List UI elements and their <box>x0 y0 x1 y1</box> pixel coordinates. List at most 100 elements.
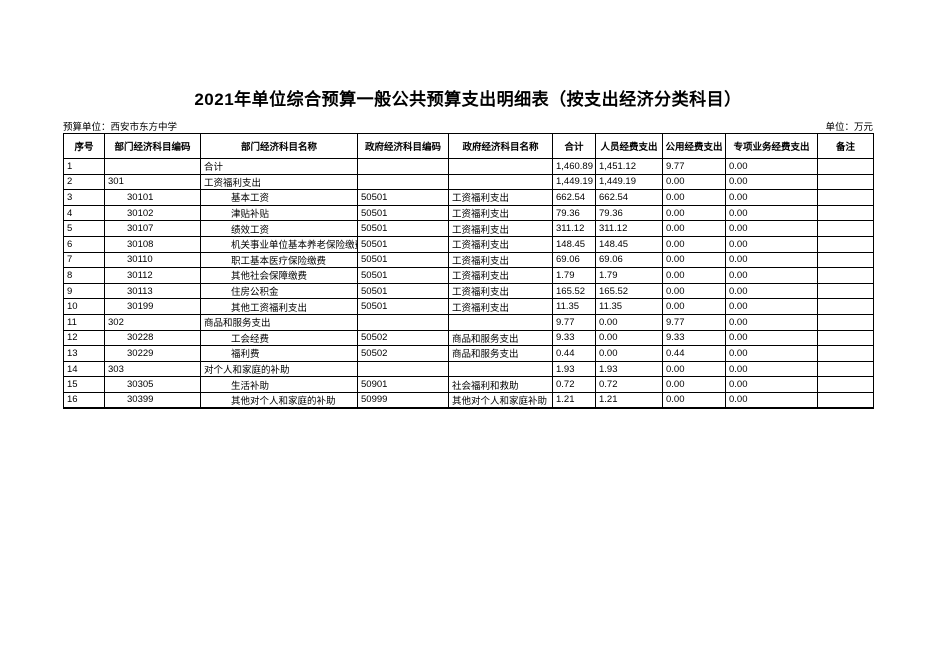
cell-seq: 11 <box>63 313 105 331</box>
cell-special: 0.00 <box>725 313 818 331</box>
table-row: 9 30113 住房公积金 50501 工资福利支出 165.52 165.52… <box>63 282 874 300</box>
cell-gov-name <box>448 313 553 331</box>
cell-gov-name: 工资福利支出 <box>448 251 553 269</box>
table-row: 5 30107 绩效工资 50501 工资福利支出 311.12 311.12 … <box>63 220 874 237</box>
cell-gov-name: 工资福利支出 <box>448 267 553 284</box>
cell-gov-code <box>357 173 449 191</box>
cell-seq: 3 <box>63 189 105 206</box>
table-row: 8 30112 其他社会保障缴费 50501 工资福利支出 1.79 1.79 … <box>63 267 874 284</box>
table-row: 14 303 对个人和家庭的补助 1.93 1.93 0.00 0.00 <box>63 360 874 378</box>
cell-gov-name: 工资福利支出 <box>448 204 553 222</box>
cell-personnel: 0.00 <box>595 313 663 331</box>
cell-dept-code: 30107 <box>104 220 201 237</box>
cell-personnel: 0.00 <box>595 329 663 347</box>
cell-seq: 16 <box>63 391 105 409</box>
cell-gov-name: 工资福利支出 <box>448 220 553 237</box>
cell-gov-name: 其他对个人和家庭补助 <box>448 391 553 409</box>
cell-dept-name: 机关事业单位基本养老保险缴费 <box>200 235 358 253</box>
cell-personnel: 1,449.19 <box>595 173 663 191</box>
column-header: 部门经济科目编码 <box>104 133 201 159</box>
cell-dept-name: 工资福利支出 <box>200 173 358 191</box>
cell-total: 165.52 <box>552 282 596 300</box>
cell-gov-code: 50501 <box>357 235 449 253</box>
cell-personnel: 1.21 <box>595 391 663 409</box>
cell-total: 0.44 <box>552 345 596 362</box>
cell-dept-code: 30108 <box>104 235 201 253</box>
cell-personnel: 69.06 <box>595 251 663 269</box>
table-row: 12 30228 工会经费 50502 商品和服务支出 9.33 0.00 9.… <box>63 329 874 347</box>
cell-gov-name <box>448 173 553 191</box>
cell-seq: 2 <box>63 173 105 191</box>
cell-gov-name: 工资福利支出 <box>448 298 553 315</box>
cell-total: 311.12 <box>552 220 596 237</box>
cell-special: 0.00 <box>725 329 818 347</box>
cell-dept-code: 30305 <box>104 376 201 393</box>
cell-special: 0.00 <box>725 235 818 253</box>
cell-personnel: 1,451.12 <box>595 158 663 175</box>
cell-public: 0.00 <box>662 189 726 206</box>
cell-public: 9.77 <box>662 313 726 331</box>
cell-remark <box>817 204 874 222</box>
cell-gov-code: 50501 <box>357 298 449 315</box>
column-header: 备注 <box>817 133 874 159</box>
cell-dept-code: 30110 <box>104 251 201 269</box>
cell-dept-name: 住房公积金 <box>200 282 358 300</box>
column-header: 合计 <box>552 133 596 159</box>
cell-dept-code: 30113 <box>104 282 201 300</box>
cell-remark <box>817 158 874 175</box>
cell-dept-code: 30112 <box>104 267 201 284</box>
column-header: 序号 <box>63 133 105 159</box>
cell-personnel: 79.36 <box>595 204 663 222</box>
cell-gov-name <box>448 158 553 175</box>
column-header: 部门经济科目名称 <box>200 133 358 159</box>
table-row: 7 30110 职工基本医疗保险缴费 50501 工资福利支出 69.06 69… <box>63 251 874 269</box>
table-row: 1 合计 1,460.89 1,451.12 9.77 0.00 <box>63 158 874 175</box>
cell-remark <box>817 220 874 237</box>
cell-remark <box>817 235 874 253</box>
cell-total: 69.06 <box>552 251 596 269</box>
cell-seq: 6 <box>63 235 105 253</box>
cell-personnel: 1.79 <box>595 267 663 284</box>
cell-public: 0.00 <box>662 235 726 253</box>
column-header: 人员经费支出 <box>595 133 663 159</box>
table-row: 16 30399 其他对个人和家庭的补助 50999 其他对个人和家庭补助 1.… <box>63 391 874 409</box>
cell-remark <box>817 391 874 409</box>
cell-personnel: 0.00 <box>595 345 663 362</box>
cell-dept-name: 商品和服务支出 <box>200 313 358 331</box>
cell-public: 0.00 <box>662 251 726 269</box>
cell-gov-name: 工资福利支出 <box>448 235 553 253</box>
cell-personnel: 1.93 <box>595 360 663 378</box>
cell-seq: 7 <box>63 251 105 269</box>
column-header: 政府经济科目名称 <box>448 133 553 159</box>
cell-total: 1.93 <box>552 360 596 378</box>
cell-dept-name: 工会经费 <box>200 329 358 347</box>
column-header: 公用经费支出 <box>662 133 726 159</box>
cell-gov-code <box>357 313 449 331</box>
cell-gov-code: 50901 <box>357 376 449 393</box>
cell-remark <box>817 313 874 331</box>
cell-special: 0.00 <box>725 282 818 300</box>
cell-seq: 10 <box>63 298 105 315</box>
table-row: 3 30101 基本工资 50501 工资福利支出 662.54 662.54 … <box>63 189 874 206</box>
cell-total: 148.45 <box>552 235 596 253</box>
cell-dept-name: 福利费 <box>200 345 358 362</box>
cell-total: 662.54 <box>552 189 596 206</box>
cell-total: 0.72 <box>552 376 596 393</box>
cell-total: 1.21 <box>552 391 596 409</box>
cell-special: 0.00 <box>725 204 818 222</box>
table-row: 10 30199 其他工资福利支出 50501 工资福利支出 11.35 11.… <box>63 298 874 315</box>
cell-public: 0.00 <box>662 220 726 237</box>
table-row: 2 301 工资福利支出 1,449.19 1,449.19 0.00 0.00 <box>63 173 874 191</box>
cell-gov-code <box>357 360 449 378</box>
cell-public: 0.00 <box>662 376 726 393</box>
cell-gov-code: 50501 <box>357 220 449 237</box>
unit-label: 单位：万元 <box>825 122 873 133</box>
cell-personnel: 662.54 <box>595 189 663 206</box>
cell-dept-name: 绩效工资 <box>200 220 358 237</box>
cell-gov-name: 社会福利和救助 <box>448 376 553 393</box>
cell-special: 0.00 <box>725 391 818 409</box>
cell-gov-name: 工资福利支出 <box>448 189 553 206</box>
table-row: 15 30305 生活补助 50901 社会福利和救助 0.72 0.72 0.… <box>63 376 874 393</box>
cell-special: 0.00 <box>725 158 818 175</box>
